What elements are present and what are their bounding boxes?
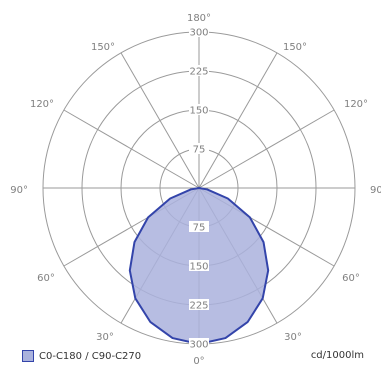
radial-tick-label-225-lower: 225 <box>189 301 208 312</box>
grid-spoke-240 <box>63 109 200 189</box>
radial-tick-labels: 75 75 150 150 225 225 300 300 <box>189 26 209 351</box>
tick-label-bg <box>189 260 209 271</box>
angle-label-upper-left: 150° <box>91 42 115 53</box>
radial-tick-label-300-upper: 300 <box>189 28 208 39</box>
radial-tick-label-150-upper: 150 <box>189 106 208 117</box>
angle-label-left: 90° <box>10 185 28 196</box>
tick-label-bg <box>189 104 209 115</box>
tick-label-bg <box>189 26 209 37</box>
tick-label-bg <box>189 143 209 154</box>
radial-tick-label-75-lower: 75 <box>193 223 206 234</box>
legend-label: C0-C180 / C90-C270 <box>39 350 142 362</box>
angle-labels: 180° 150° 150° 120° 120° 90° 90° 60° 60°… <box>10 13 381 367</box>
radial-tick-label-225-upper: 225 <box>189 67 208 78</box>
tick-label-bg <box>189 221 209 232</box>
angle-label-mid-left: 120° <box>30 99 54 110</box>
tick-label-bg <box>189 299 209 310</box>
angle-label-bottom-left: 30° <box>96 332 114 343</box>
radial-tick-label-150-lower: 150 <box>189 262 208 273</box>
angle-label-bottom: 0° <box>193 356 204 367</box>
tick-label-bg <box>189 338 209 349</box>
angle-label-upper-right: 150° <box>283 42 307 53</box>
angle-label-mid-right: 120° <box>344 99 368 110</box>
legend-swatch <box>22 350 34 362</box>
angle-label-lower-left: 60° <box>37 273 55 284</box>
legend: C0-C180 / C90-C270 <box>22 348 141 364</box>
radial-tick-label-300-lower: 300 <box>189 340 208 351</box>
angle-label-bottom-right: 30° <box>284 332 302 343</box>
grid-spoke-210 <box>120 52 200 189</box>
grid-spoke-120 <box>198 109 335 189</box>
angle-label-lower-right: 60° <box>342 273 360 284</box>
angle-label-right: 90° <box>370 185 381 196</box>
radial-tick-label-75-upper: 75 <box>193 145 206 156</box>
grid-spoke-150 <box>198 52 278 189</box>
angle-label-top: 180° <box>187 13 211 24</box>
unit-label: cd/1000lm <box>310 350 364 361</box>
tick-label-bg <box>189 65 209 76</box>
